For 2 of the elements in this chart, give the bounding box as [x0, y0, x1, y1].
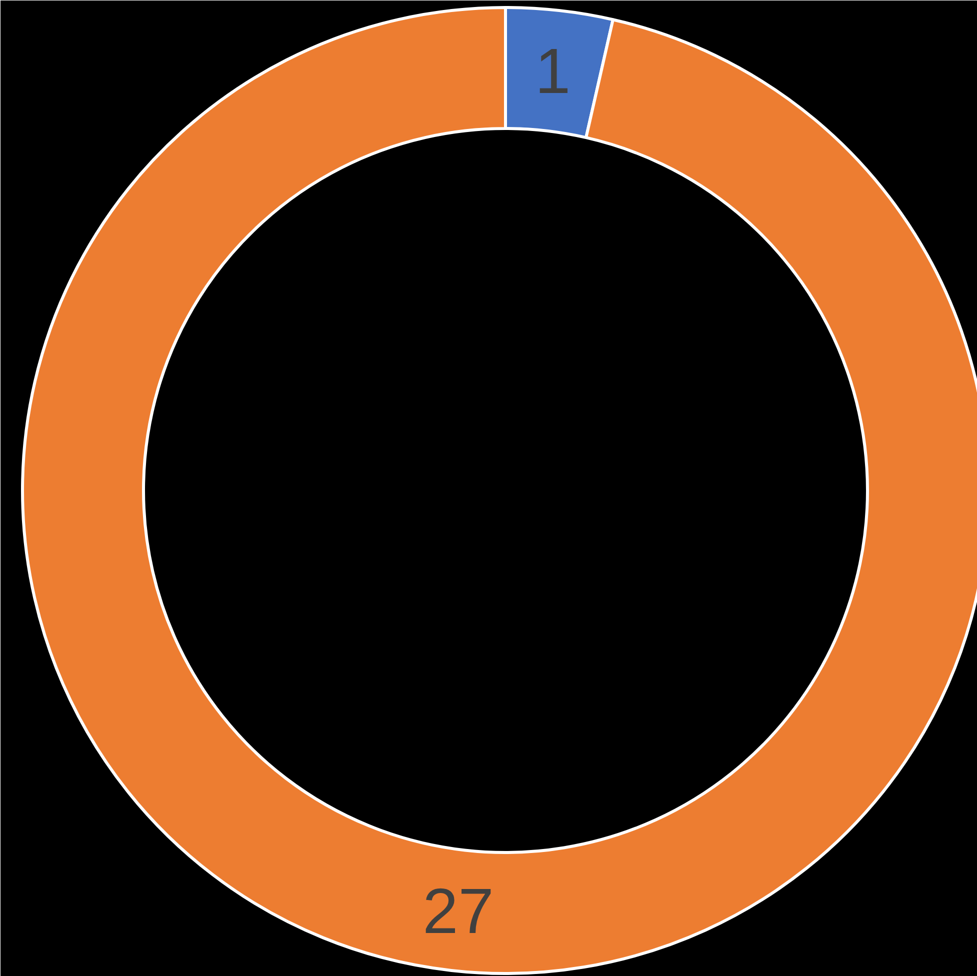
- data-label: 1: [535, 35, 571, 108]
- data-label: 27: [422, 874, 494, 947]
